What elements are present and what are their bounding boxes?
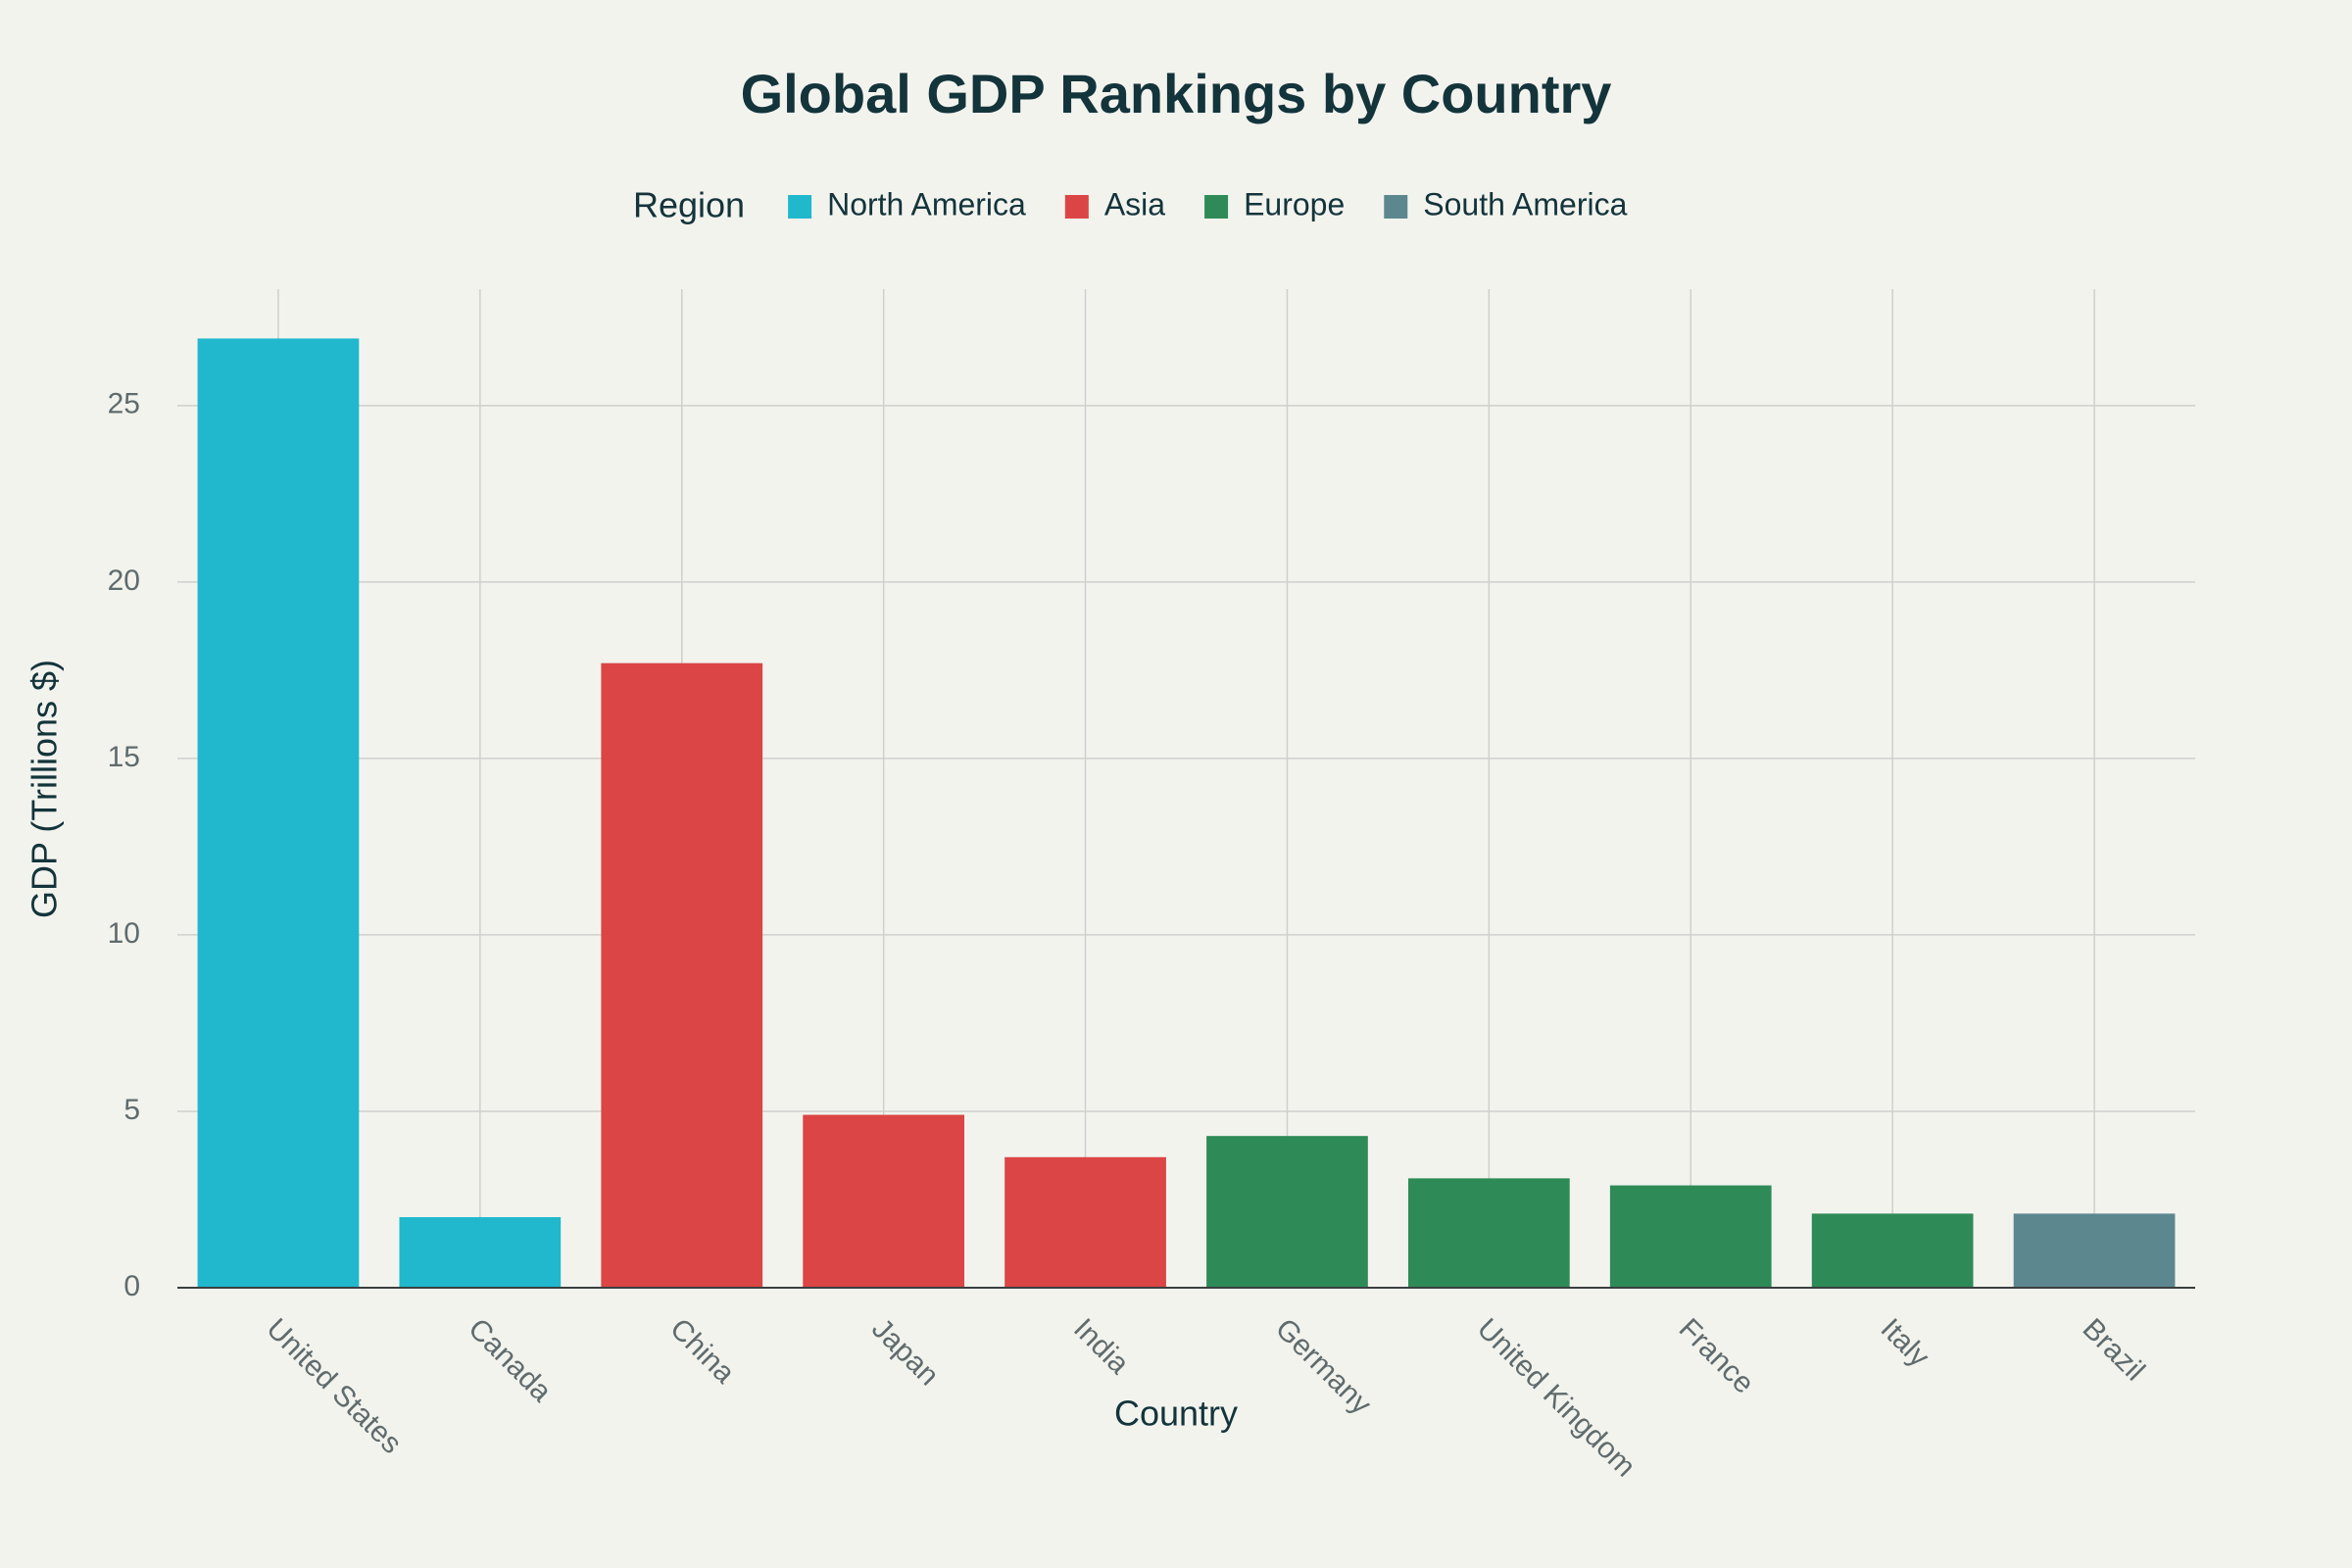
bar xyxy=(2013,1213,2176,1288)
y-tick-label: 25 xyxy=(108,388,140,420)
chart-title: Global GDP Rankings by Country xyxy=(741,63,1612,124)
y-tick-label: 15 xyxy=(108,741,140,773)
bar xyxy=(1407,1178,1570,1288)
bar xyxy=(1004,1156,1166,1288)
y-axis-title: GDP (Trillions $) xyxy=(24,660,65,918)
bar xyxy=(1811,1213,1974,1288)
legend-swatch[interactable] xyxy=(1384,195,1408,219)
bar xyxy=(399,1216,562,1288)
legend-swatch[interactable] xyxy=(788,195,812,219)
y-tick-label: 0 xyxy=(123,1270,140,1302)
bar xyxy=(803,1114,965,1288)
legend-swatch[interactable] xyxy=(1064,195,1089,219)
y-tick-label: 10 xyxy=(108,917,140,950)
legend-title: Region xyxy=(633,185,745,225)
y-tick-label: 5 xyxy=(123,1094,140,1126)
bar xyxy=(1609,1185,1772,1288)
y-tick-label: 20 xyxy=(108,564,140,597)
x-axis-title: Country xyxy=(1114,1394,1238,1434)
legend-swatch[interactable] xyxy=(1204,195,1229,219)
legend-label[interactable]: North America xyxy=(827,186,1026,221)
legend-label[interactable]: South America xyxy=(1423,186,1627,221)
bar xyxy=(601,662,763,1288)
bar xyxy=(197,338,360,1288)
legend-label[interactable]: Europe xyxy=(1244,186,1345,221)
legend-label[interactable]: Asia xyxy=(1104,186,1165,221)
bar xyxy=(1206,1136,1368,1288)
